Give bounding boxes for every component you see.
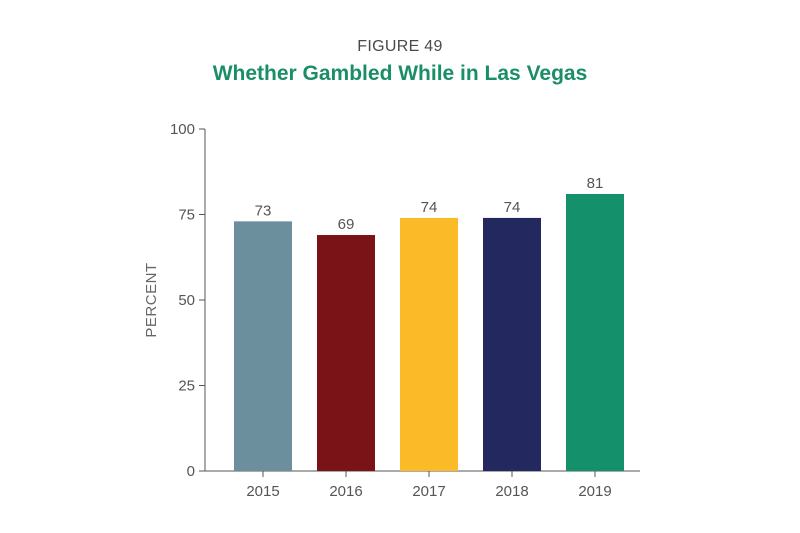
x-tick-label-2016: 2016 <box>329 483 362 500</box>
y-tick-label: 75 <box>178 207 195 224</box>
data-label-2017: 74 <box>421 199 438 216</box>
y-axis-title: PERCENT <box>143 262 160 337</box>
y-tick-label: 25 <box>178 378 195 395</box>
x-axis: 2015 2016 2017 2018 2019 <box>199 470 640 500</box>
data-label-2019: 81 <box>587 175 604 192</box>
bar-2016 <box>317 235 375 471</box>
data-label-2018: 74 <box>504 199 521 216</box>
figure-label: FIGURE 49 <box>357 38 443 55</box>
chart-title: Whether Gambled While in Las Vegas <box>212 62 588 85</box>
x-tick-label-2017: 2017 <box>412 483 445 500</box>
bars: 73 69 74 74 81 <box>234 175 624 472</box>
data-label-2016: 69 <box>338 216 355 233</box>
bar-2019 <box>566 193 624 472</box>
data-label-2015: 73 <box>255 202 272 219</box>
y-tick-label: 100 <box>170 121 195 138</box>
bar-2017 <box>400 217 458 471</box>
x-tick-label-2018: 2018 <box>495 483 528 500</box>
bar-2015 <box>234 221 292 471</box>
x-tick-label-2019: 2019 <box>578 483 611 500</box>
y-tick-label: 50 <box>178 292 195 309</box>
y-tick-label: 0 <box>187 463 195 480</box>
x-tick-label-2015: 2015 <box>246 483 279 500</box>
bar-2018 <box>483 217 541 471</box>
y-axis: 0 25 50 75 100 <box>170 121 206 480</box>
